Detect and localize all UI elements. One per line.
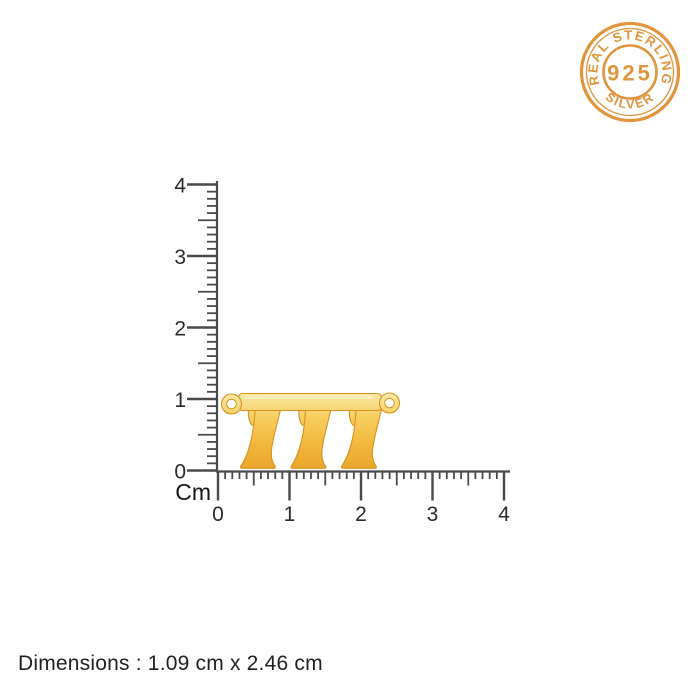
badge-inner-ring — [602, 44, 658, 100]
ruler-label: 4 — [498, 503, 510, 526]
vertical-ruler: 0 1 2 3 4 — [174, 175, 219, 484]
ruler-label: 3 — [174, 246, 186, 269]
seven-digit-1 — [239, 408, 282, 469]
horizontal-ruler: 0 1 2 3 4 — [212, 470, 510, 526]
badge-925-text: 925 — [607, 61, 653, 86]
badge-middle-ring — [585, 27, 675, 117]
ruler-label: 2 — [174, 318, 186, 341]
vertical-ruler-ticks — [187, 183, 217, 472]
seven-digit-2 — [290, 408, 332, 469]
ruler-label: 3 — [427, 503, 439, 526]
pendant-left-loop-hole — [226, 398, 237, 410]
ruler-label: 4 — [174, 175, 186, 198]
ruler-label: 1 — [284, 503, 296, 526]
seven-digit-3 — [340, 408, 383, 469]
pendant-right-loop-hole — [384, 397, 395, 409]
cm-unit-label: Cm — [175, 479, 211, 505]
ruler-label: 2 — [355, 503, 367, 526]
badge-outer-ring — [579, 21, 681, 123]
sterling-silver-badge: REAL STERLING SILVER 925 — [579, 21, 681, 123]
pendant-bar-highlight — [244, 395, 372, 399]
gold-777-pendant — [220, 392, 401, 469]
ruler-label: 0 — [212, 503, 224, 526]
dimensions-caption: Dimensions : 1.09 cm x 2.46 cm — [18, 652, 323, 675]
ruler-label: 1 — [174, 389, 186, 412]
horizontal-ruler-ticks — [216, 471, 506, 501]
horizontal-ruler-labels: 0 1 2 3 4 — [212, 503, 510, 526]
vertical-ruler-labels: 0 1 2 3 4 — [174, 175, 186, 484]
ruler-label: 0 — [174, 461, 186, 484]
badge-bottom-text: SILVER — [603, 90, 657, 112]
